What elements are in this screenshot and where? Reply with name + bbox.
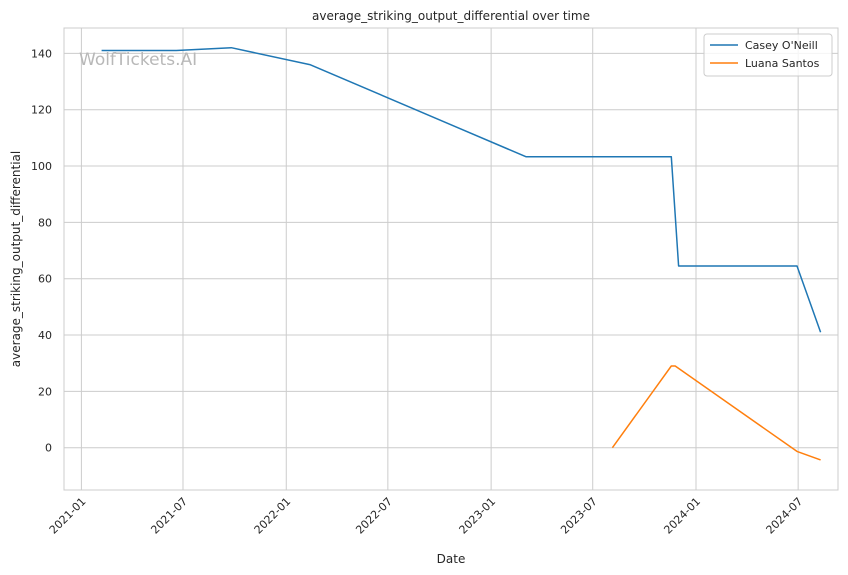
plot-frame xyxy=(63,27,839,491)
x-tick-label: 2023-01 xyxy=(457,495,499,537)
x-tick-label: 2023-07 xyxy=(558,495,600,537)
y-axis-label: average_striking_output_differential xyxy=(9,151,23,367)
chart-title: average_striking_output_differential ove… xyxy=(312,9,590,23)
x-tick-label: 2024-07 xyxy=(764,495,806,537)
x-tick-label: 2024-01 xyxy=(661,495,703,537)
y-tick-label: 140 xyxy=(31,47,52,60)
x-tick-label: 2021-07 xyxy=(148,495,190,537)
y-tick-label: 80 xyxy=(38,216,52,229)
y-tick-label: 120 xyxy=(31,104,52,117)
y-tick-label: 40 xyxy=(38,329,52,342)
x-axis-label: Date xyxy=(437,552,466,566)
x-axis-ticks: 2021-01 2021-07 2022-01 2022-07 2023-01 2023-… xyxy=(47,495,805,537)
series-line-1 xyxy=(611,365,821,461)
series-line-0 xyxy=(101,46,822,333)
y-tick-label: 0 xyxy=(45,442,52,455)
watermark-text: WolfTickets.AI xyxy=(79,50,197,70)
legend-label-1: Luana Santos xyxy=(745,57,820,70)
y-tick-label: 60 xyxy=(38,273,52,286)
y-tick-label: 20 xyxy=(38,385,52,398)
y-tick-label: 100 xyxy=(31,160,52,173)
x-tick-label: 2022-01 xyxy=(252,495,294,537)
grid xyxy=(64,28,838,490)
legend-label-0: Casey O'Neill xyxy=(745,39,818,52)
x-tick-label: 2022-07 xyxy=(353,495,395,537)
series-layer xyxy=(101,46,822,461)
legend: Casey O'Neill Luana Santos xyxy=(703,33,833,77)
y-axis-ticks: 0 20 40 60 80 100 120 140 xyxy=(31,47,52,454)
x-tick-label: 2021-01 xyxy=(47,495,89,537)
